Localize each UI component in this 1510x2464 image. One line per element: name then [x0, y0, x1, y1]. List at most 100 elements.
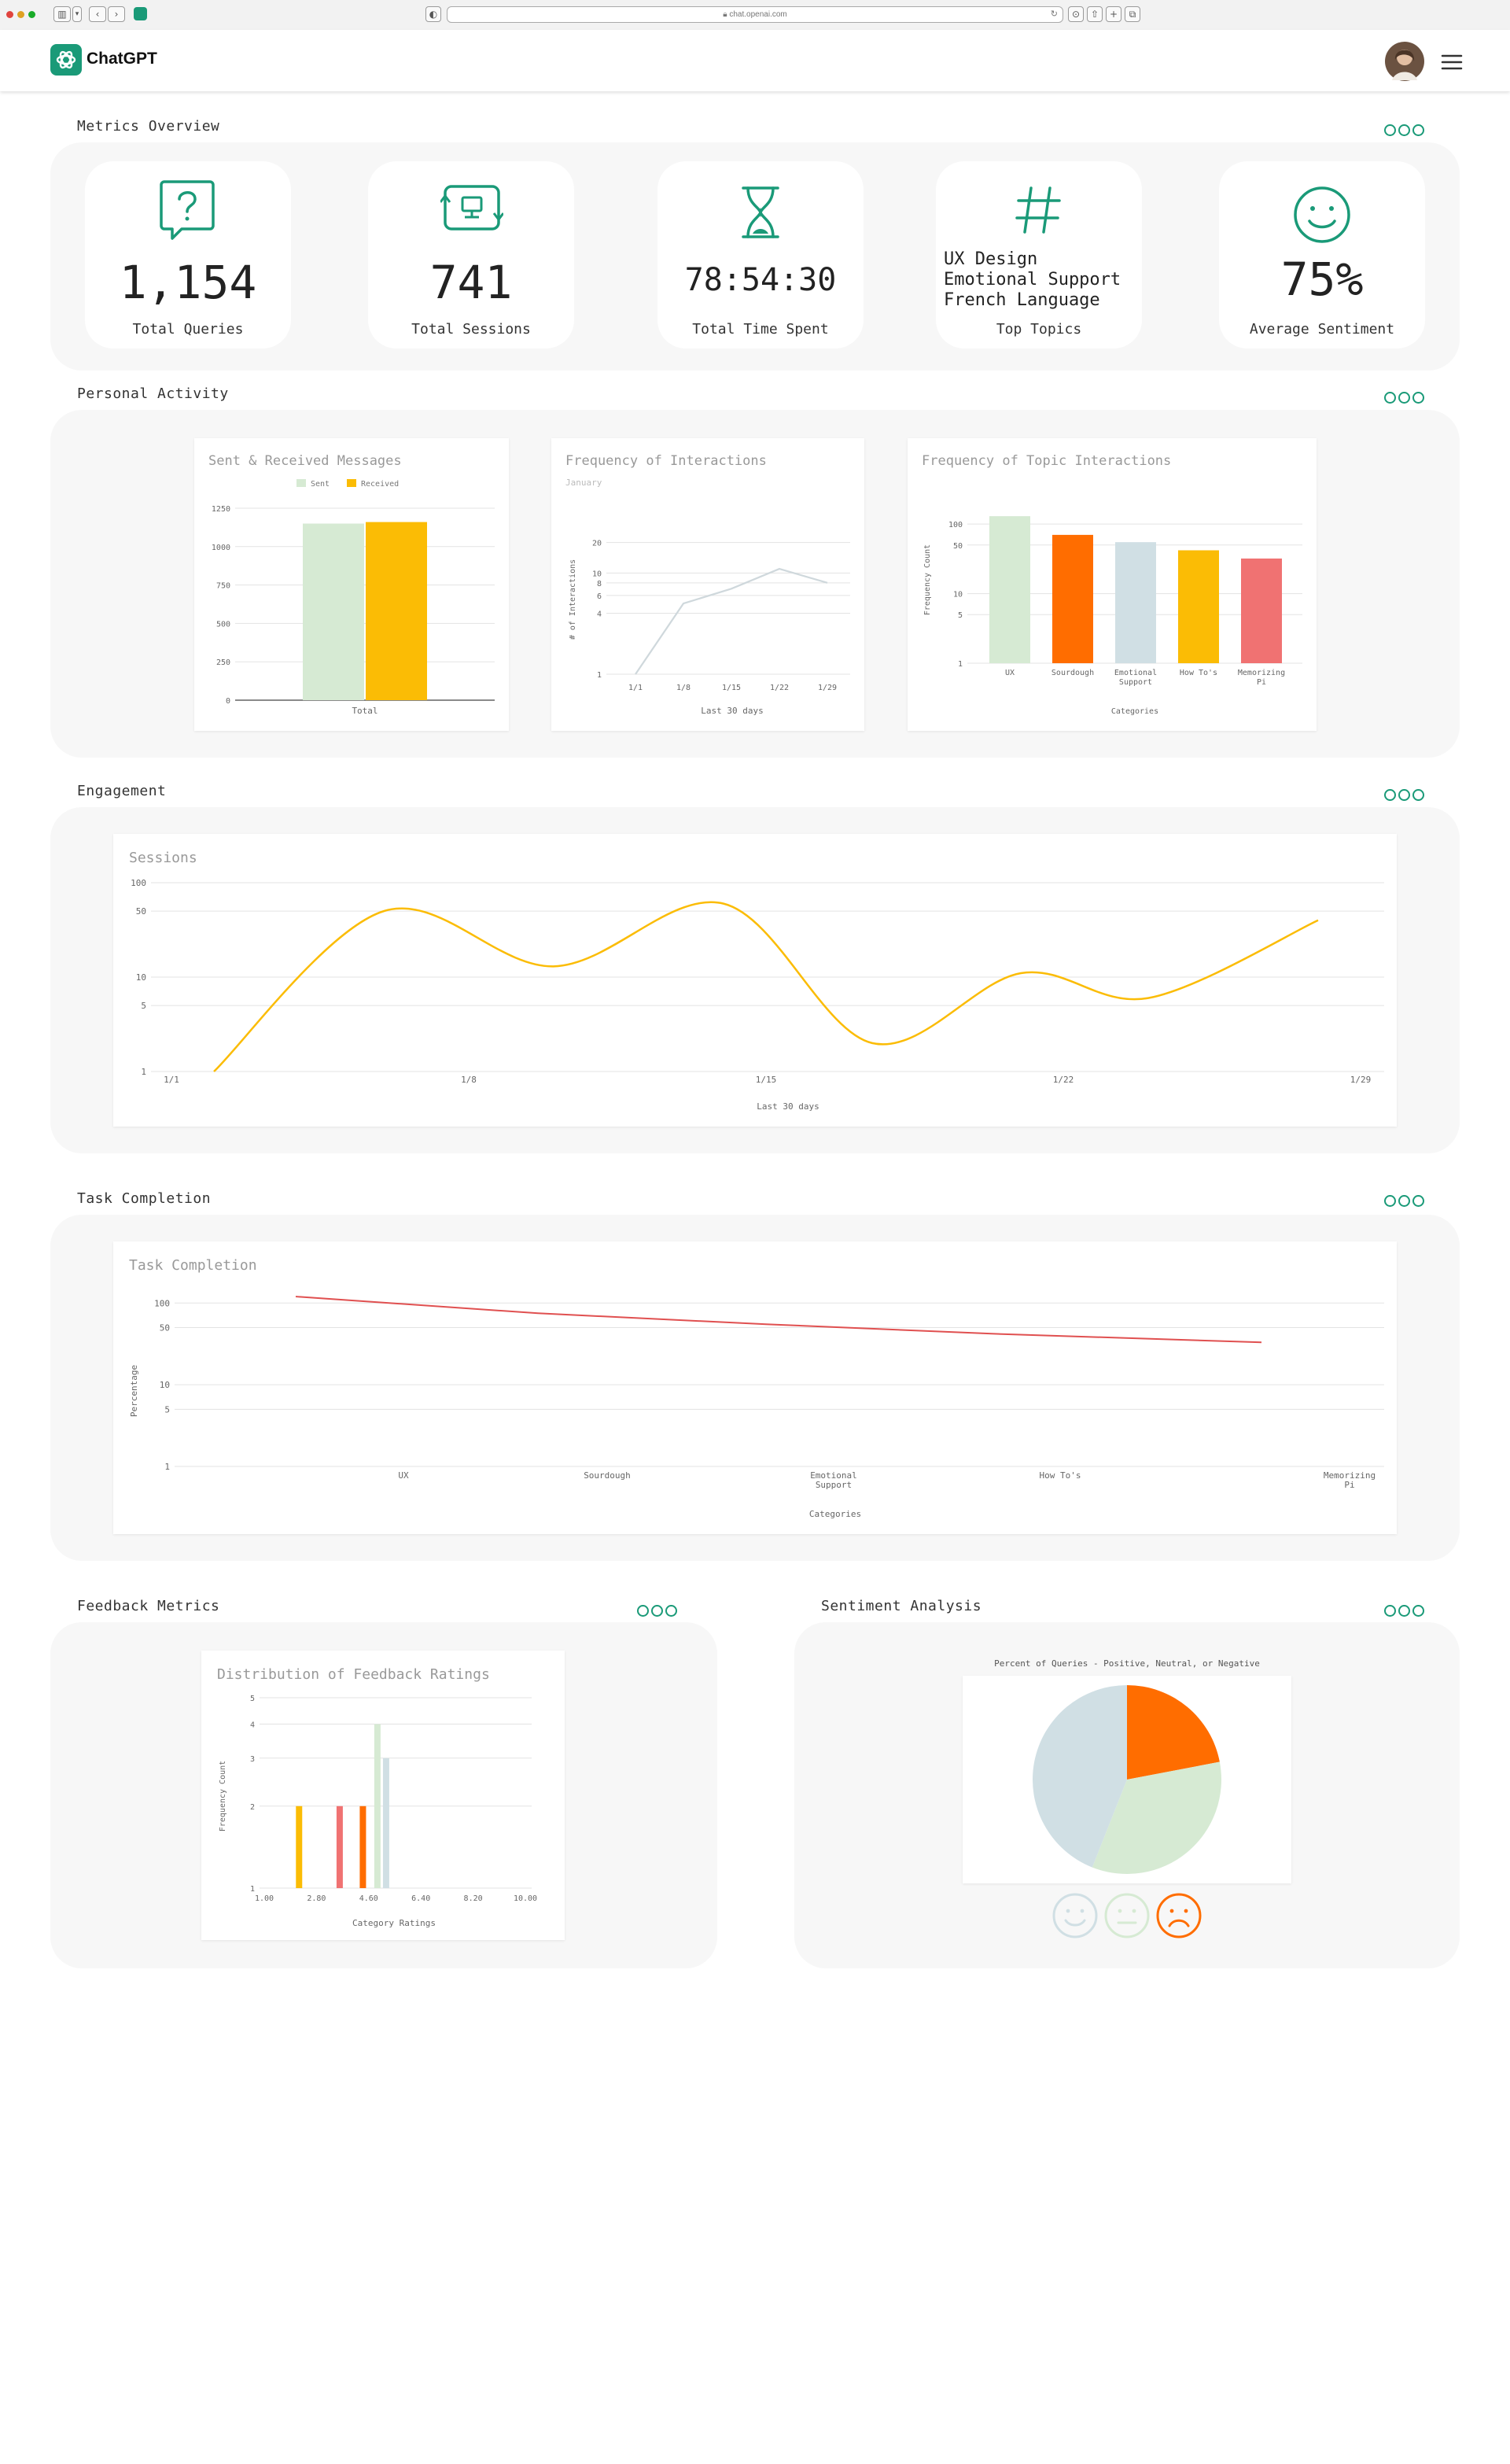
privacy-shield-icon[interactable]: ◐ [425, 6, 441, 22]
metric-value-time: 78:54:30 [684, 262, 837, 298]
smiley-icon [1294, 186, 1350, 243]
user-avatar[interactable] [1384, 41, 1425, 82]
extension-icon[interactable] [134, 7, 147, 20]
metric-card-time: 78:54:30 Total Time Spent [657, 161, 864, 349]
metric-card-topics: UX Design Emotional Support French Langu… [936, 161, 1142, 349]
y-tick-label: 1 [597, 671, 602, 680]
y-tick-label: 3 [250, 1755, 255, 1764]
chart-title: Frequency of Topic Interactions [922, 453, 1171, 469]
back-button[interactable]: ‹ [89, 6, 106, 22]
metric-label-queries: Total Queries [132, 321, 244, 338]
x-tick-label: 4.60 [359, 1894, 378, 1903]
x-tick-label: 1/22 [1053, 1075, 1074, 1085]
top-topic-item: Emotional Support [944, 270, 1121, 290]
bar-how-to-s [1178, 550, 1219, 663]
tab-overview-icon[interactable]: ⧉ [1125, 6, 1140, 22]
minimize-window-button[interactable] [17, 11, 24, 18]
rating-bar [382, 1758, 389, 1888]
task-chart-card: Task Completion 1 5 10 50 100 UX Sourdough Emoti… [113, 1241, 1397, 1534]
app-header [0, 30, 1510, 91]
y-tick-label: 5 [141, 1001, 146, 1011]
series-line [635, 567, 828, 675]
x-tick-label: Sourdough [1051, 669, 1094, 677]
engagement-more-options-icon[interactable] [1384, 789, 1424, 801]
y-axis-label: Frequency Count [923, 544, 932, 615]
x-axis-label: Categories [1111, 707, 1158, 716]
x-tick-label: 6.40 [411, 1894, 430, 1903]
metric-value-queries: 1,154 [119, 256, 257, 309]
share-icon[interactable]: ⇧ [1087, 6, 1103, 22]
session-monitor-icon [440, 185, 503, 231]
sidebar-menu-chevron-icon[interactable]: ▾ [72, 6, 82, 22]
y-tick-label: 250 [216, 658, 230, 667]
y-tick-label: 6 [597, 592, 602, 601]
section-title-task: Task Completion [77, 1190, 212, 1207]
task-more-options-icon[interactable] [1384, 1195, 1424, 1207]
x-tick-label: 10.00 [514, 1894, 537, 1903]
x-tick-label: 1.00 [255, 1894, 274, 1903]
x-tick-label: Pi [1257, 678, 1266, 687]
close-window-button[interactable] [6, 11, 13, 18]
positive-face-icon[interactable] [1051, 1891, 1099, 1940]
chatgpt-logo-icon[interactable] [50, 44, 82, 76]
x-tick-label: 1/8 [676, 684, 691, 692]
lock-icon: 🔒︎ [723, 10, 727, 19]
metric-value-sentiment: 75% [1280, 253, 1364, 306]
bar-ux [989, 516, 1030, 663]
y-tick-label: 1000 [212, 544, 230, 552]
metric-label-time: Total Time Spent [692, 321, 829, 338]
x-axis-label: Categories [809, 1509, 861, 1519]
x-tick-label: Memorizing [1324, 1470, 1376, 1481]
legend-label-sent: Sent [311, 480, 330, 489]
topic-interactions-chart: Frequency of Topic Interactions 1 5 10 50 100… [922, 453, 1302, 716]
y-tick-label: 100 [131, 878, 146, 888]
x-tick-label: 1/22 [770, 684, 789, 692]
forward-button[interactable]: › [108, 6, 125, 22]
y-tick-label: 10 [136, 972, 146, 983]
reload-icon[interactable]: ↻ [1050, 9, 1058, 19]
browser-toolbar: ▥ ▾ ‹ › ◐ 🔒︎ chat.openai.com ↻ ⊙ ⇧ + ⧉ [0, 0, 1510, 31]
personal-more-options-icon[interactable] [1384, 392, 1424, 404]
zoom-window-button[interactable] [28, 11, 35, 18]
sentiment-pie-chart [1033, 1685, 1221, 1874]
x-tick-label: Pi [1344, 1480, 1354, 1490]
hamburger-menu-icon[interactable] [1441, 53, 1463, 71]
x-tick-label: Memorizing [1238, 669, 1285, 677]
y-tick-label: 100 [948, 521, 963, 529]
address-bar[interactable]: 🔒︎ chat.openai.com ↻ [447, 6, 1063, 23]
feedback-more-options-icon[interactable] [637, 1605, 677, 1617]
download-icon[interactable]: ⊙ [1068, 6, 1084, 22]
y-tick-label: 5 [164, 1404, 170, 1415]
rating-bar [296, 1806, 303, 1888]
x-tick-label: Emotional [810, 1470, 857, 1481]
metric-label-sentiment: Average Sentiment [1249, 321, 1395, 338]
y-tick-label: 100 [154, 1298, 170, 1308]
hashtag-icon [1015, 186, 1061, 234]
negative-face-icon[interactable] [1155, 1891, 1203, 1940]
question-bubble-icon [160, 180, 215, 240]
y-tick-label: 10 [160, 1380, 170, 1390]
sidebar-toggle-icon[interactable]: ▥ [53, 6, 71, 22]
metrics-more-options-icon[interactable] [1384, 124, 1424, 136]
y-tick-label: 2 [250, 1803, 255, 1812]
metric-label-topics: Top Topics [996, 321, 1082, 338]
metric-card-queries: 1,154 Total Queries [85, 161, 291, 349]
bar-received [366, 522, 427, 700]
chart-subtitle: January [565, 478, 602, 488]
sentiment-more-options-icon[interactable] [1384, 1605, 1424, 1617]
neutral-face-icon[interactable] [1103, 1891, 1151, 1940]
sent-received-chart: Sent & Received Messages Sent Received 0 250… [208, 453, 495, 716]
y-tick-label: 0 [226, 697, 230, 706]
series-line [295, 1296, 1262, 1344]
y-axis-label: # of Interactions [569, 559, 577, 640]
chart-title: Sent & Received Messages [208, 453, 402, 469]
pie-chart-title: Percent of Queries - Positive, Neutral, … [994, 1658, 1260, 1669]
y-tick-label: 1 [250, 1885, 255, 1894]
top-topics-list: UX Design Emotional Support French Langu… [944, 249, 1121, 311]
app-name[interactable]: ChatGPT [87, 50, 157, 68]
new-tab-icon[interactable]: + [1106, 6, 1121, 22]
x-tick-label: 1/15 [756, 1075, 777, 1085]
x-tick-label: 1/1 [164, 1075, 179, 1085]
y-tick-label: 1 [164, 1462, 170, 1472]
x-axis-label: Category Ratings [352, 1918, 436, 1928]
